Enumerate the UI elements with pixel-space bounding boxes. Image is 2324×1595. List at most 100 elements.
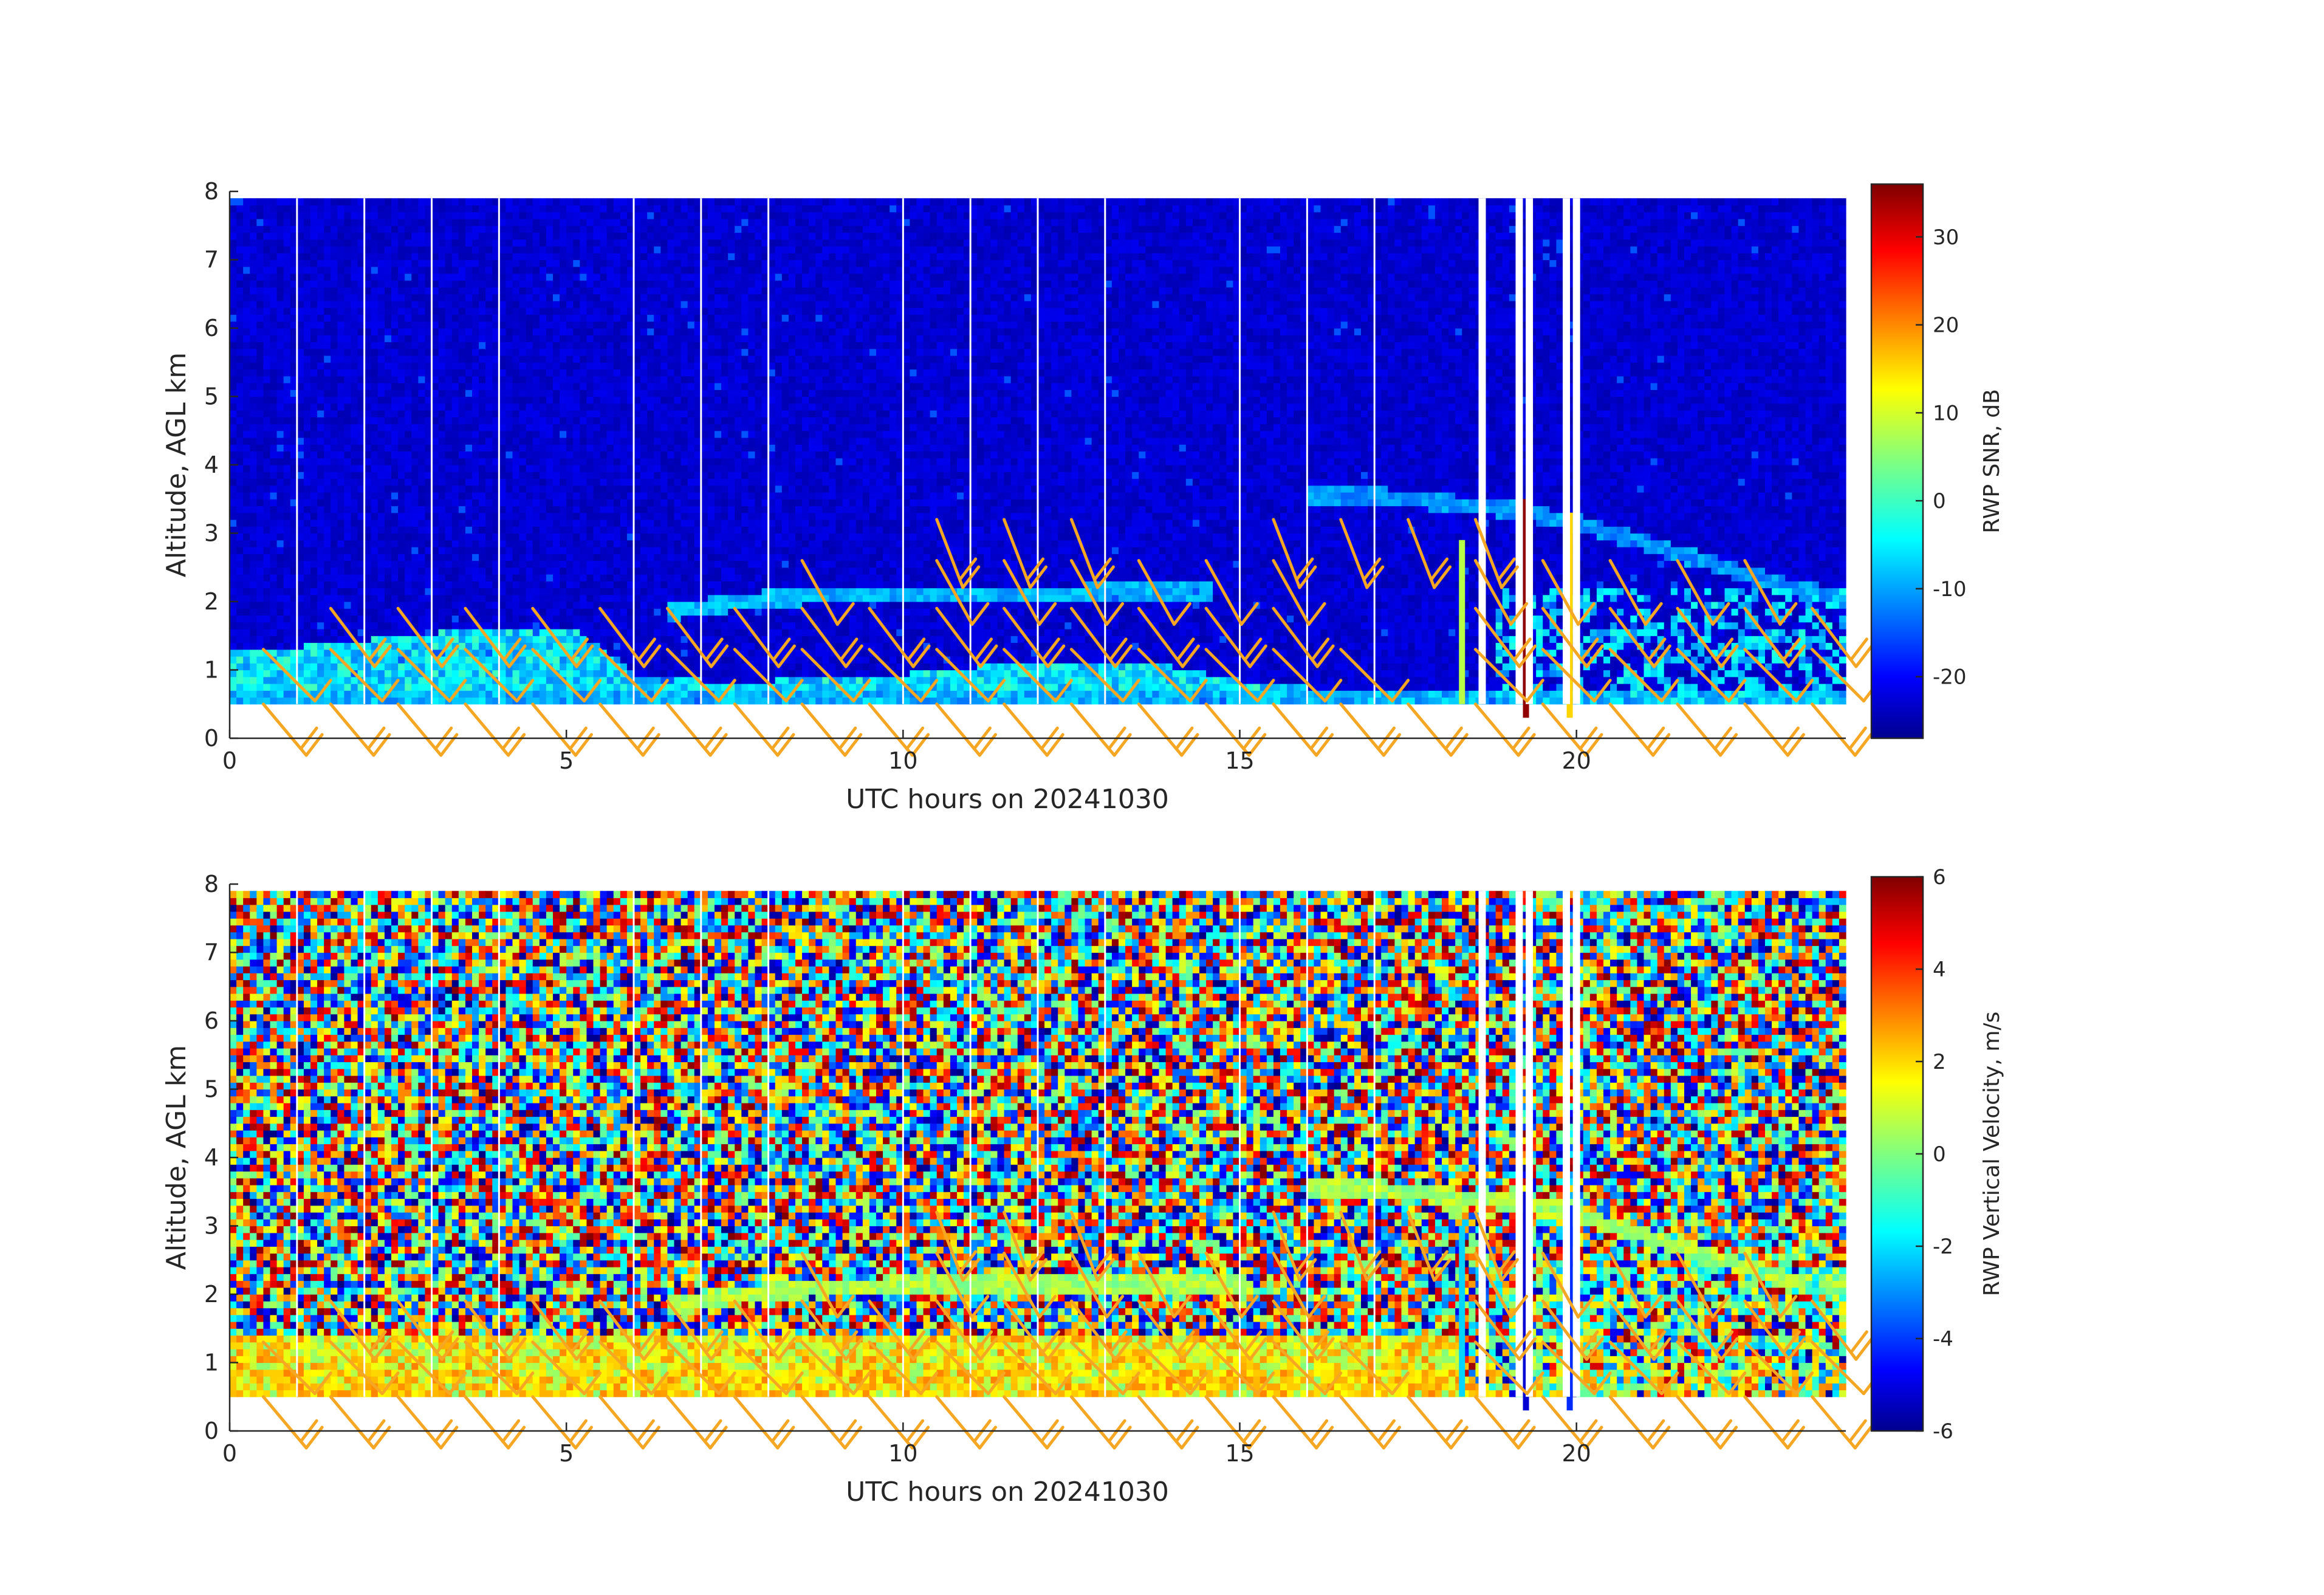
heatmap-cell xyxy=(499,253,507,261)
heatmap-cell xyxy=(660,649,668,657)
heatmap-cell xyxy=(580,574,588,581)
heatmap-cell xyxy=(532,622,540,629)
heatmap-cell xyxy=(243,355,250,363)
heatmap-cell xyxy=(499,697,507,705)
heatmap-cell xyxy=(519,615,527,623)
heatmap-cell xyxy=(317,437,324,445)
heatmap-cell xyxy=(411,328,419,335)
heatmap-cell xyxy=(384,259,392,267)
heatmap-cell xyxy=(654,280,661,288)
heatmap-cell xyxy=(526,253,533,261)
heatmap-cell xyxy=(580,622,588,629)
heatmap-cell xyxy=(445,554,453,561)
heatmap-cell xyxy=(634,424,641,431)
heatmap-cell xyxy=(519,684,527,691)
heatmap-cell xyxy=(256,389,264,397)
heatmap-cell xyxy=(593,253,601,261)
heatmap-cell xyxy=(263,622,271,629)
heatmap-cell xyxy=(640,656,648,664)
heatmap-cell xyxy=(270,684,278,691)
heatmap-cell xyxy=(398,219,405,226)
heatmap-cell xyxy=(560,259,567,267)
heatmap-cell xyxy=(647,444,654,452)
heatmap-cell xyxy=(647,211,654,219)
heatmap-cell xyxy=(236,239,244,247)
heatmap-cell xyxy=(310,430,318,438)
heatmap-cell xyxy=(236,581,244,589)
heatmap-cell xyxy=(418,424,426,431)
heatmap-cell xyxy=(331,512,338,520)
heatmap-cell xyxy=(250,383,257,390)
heatmap-cell xyxy=(580,266,588,274)
heatmap-cell xyxy=(236,211,244,219)
heatmap-cell xyxy=(526,355,533,363)
heatmap-cell xyxy=(344,458,352,465)
heatmap-cell xyxy=(660,684,668,691)
heatmap-cell xyxy=(398,348,405,356)
heatmap-cell xyxy=(263,410,271,417)
heatmap-cell xyxy=(351,259,358,267)
heatmap-cell xyxy=(256,451,264,459)
heatmap-cell xyxy=(256,335,264,343)
heatmap-cell xyxy=(634,280,641,288)
heatmap-cell xyxy=(532,314,540,322)
heatmap-cell xyxy=(276,676,284,684)
heatmap-cell xyxy=(539,690,547,698)
heatmap-cell xyxy=(290,472,298,479)
heatmap-cell xyxy=(640,321,648,329)
heatmap-cell xyxy=(654,417,661,425)
heatmap-cell xyxy=(250,492,257,499)
heatmap-cell xyxy=(324,219,331,226)
heatmap-cell xyxy=(344,355,352,363)
heatmap-cell xyxy=(283,328,291,335)
heatmap-cell xyxy=(526,478,533,486)
heatmap-cell xyxy=(230,417,237,425)
heatmap-cell xyxy=(580,472,588,479)
heatmap-cell xyxy=(411,697,419,705)
heatmap-cell xyxy=(398,403,405,411)
heatmap-cell xyxy=(458,533,466,541)
heatmap-cell xyxy=(405,335,412,343)
heatmap-cell xyxy=(580,335,588,343)
heatmap-cell xyxy=(411,642,419,650)
heatmap-cell xyxy=(458,355,466,363)
heatmap-cell xyxy=(580,458,588,465)
heatmap-cell xyxy=(283,560,291,568)
heatmap-cell xyxy=(445,574,453,581)
heatmap-cell xyxy=(250,581,257,589)
heatmap-cell xyxy=(351,547,358,554)
heatmap-cell xyxy=(276,499,284,507)
heatmap-cell xyxy=(451,492,459,499)
heatmap-cell xyxy=(573,526,580,534)
heatmap-cell xyxy=(296,355,304,363)
heatmap-cell xyxy=(553,417,560,425)
heatmap-cell xyxy=(472,451,479,459)
heatmap-cell xyxy=(647,574,654,581)
heatmap-cell xyxy=(485,547,493,554)
heatmap-cell xyxy=(256,417,264,425)
heatmap-cell xyxy=(418,690,426,698)
heatmap-cell xyxy=(539,520,547,527)
heatmap-cell xyxy=(384,602,392,609)
heatmap-cell xyxy=(303,301,311,308)
heatmap-cell xyxy=(431,594,439,602)
heatmap-cell xyxy=(418,396,426,404)
heatmap-cell xyxy=(445,389,453,397)
heatmap-cell xyxy=(276,437,284,445)
heatmap-cell xyxy=(472,697,479,705)
heatmap-cell xyxy=(270,581,278,589)
heatmap-cell xyxy=(560,663,567,671)
heatmap-cell xyxy=(451,697,459,705)
heatmap-cell xyxy=(526,348,533,356)
heatmap-cell xyxy=(243,417,250,425)
heatmap-cell xyxy=(626,355,634,363)
heatmap-cell xyxy=(546,362,554,370)
heatmap-cell xyxy=(283,355,291,363)
heatmap-cell xyxy=(263,642,271,650)
heatmap-cell xyxy=(647,499,654,507)
heatmap-cell xyxy=(479,615,486,623)
heatmap-cell xyxy=(310,376,318,383)
heatmap-cell xyxy=(391,512,399,520)
heatmap-cell xyxy=(573,684,580,691)
heatmap-cell xyxy=(317,219,324,226)
